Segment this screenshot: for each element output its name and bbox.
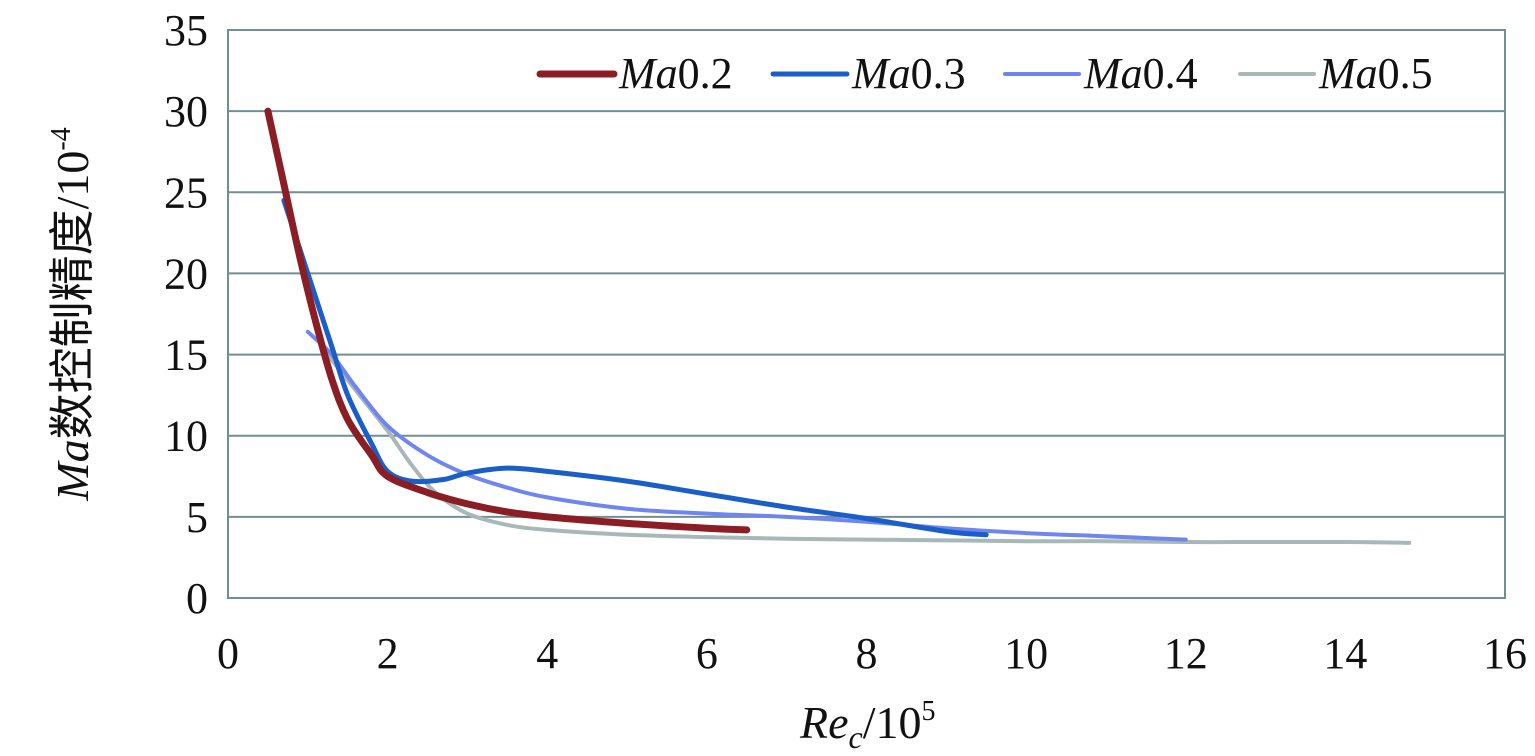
series-line-ma05: [321, 347, 1412, 545]
legend-label-ma05: Ma0.5: [1318, 49, 1433, 98]
y-tick-10: 10: [164, 412, 208, 461]
y-tick-35: 35: [164, 6, 208, 55]
x-tick-14: 14: [1323, 629, 1367, 678]
x-tick-labels: 0 2 4 6 8 10 12 14 16: [217, 629, 1527, 678]
x-tick-4: 4: [536, 629, 558, 678]
x-axis-title: Rec/105: [799, 696, 936, 755]
y-tick-25: 25: [164, 168, 208, 217]
series-line-ma03: [281, 197, 989, 538]
y-tick-0: 0: [186, 574, 208, 623]
legend-label-ma02: Ma0.2: [618, 49, 733, 98]
plot-area: [227, 29, 1506, 599]
y-tick-20: 20: [164, 249, 208, 298]
y-tick-30: 30: [164, 87, 208, 136]
series-line-ma02: [264, 107, 751, 534]
x-tick-10: 10: [1004, 629, 1048, 678]
y-tick-5: 5: [186, 493, 208, 542]
x-tick-0: 0: [217, 629, 239, 678]
series-lines: [264, 107, 1412, 545]
grid: [228, 110, 1505, 518]
legend: Ma0.2 Ma0.3 Ma0.4 Ma0.5: [536, 49, 1433, 98]
x-tick-2: 2: [377, 629, 399, 678]
y-axis-title: Ma数控制精度/10-4: [46, 127, 98, 501]
y-tick-labels: 0 5 10 15 20 25 30 35: [164, 6, 208, 623]
x-tick-12: 12: [1164, 629, 1208, 678]
y-tick-15: 15: [164, 331, 208, 380]
x-tick-6: 6: [696, 629, 718, 678]
x-tick-16: 16: [1483, 629, 1527, 678]
x-tick-8: 8: [856, 629, 878, 678]
legend-label-ma03: Ma0.3: [851, 49, 966, 98]
series-line-ma04: [305, 329, 1188, 542]
legend-label-ma04: Ma0.4: [1083, 49, 1198, 98]
